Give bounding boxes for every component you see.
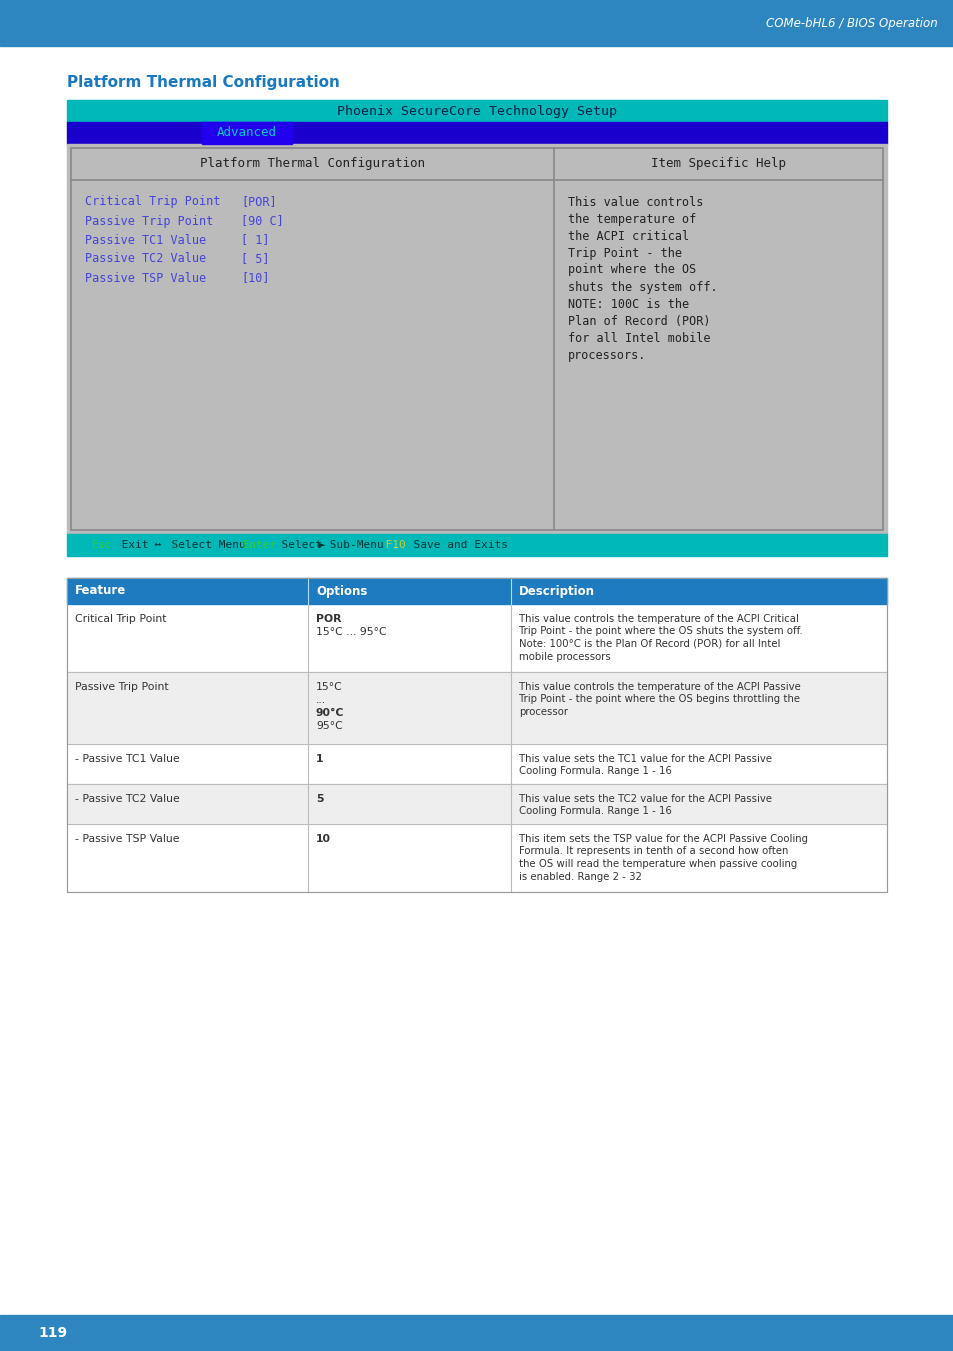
- Text: This value controls the temperature of the ACPI Critical: This value controls the temperature of t…: [518, 613, 798, 624]
- Text: Trip Point - the point where the OS shuts the system off.: Trip Point - the point where the OS shut…: [518, 627, 801, 636]
- Bar: [67, 145, 886, 534]
- Text: Trip Point - the point where the OS begins throttling the: Trip Point - the point where the OS begi…: [518, 694, 800, 704]
- Text: 15°C: 15°C: [315, 682, 342, 692]
- Text: Note: 100°C is the Plan Of Record (POR) for all Intel: Note: 100°C is the Plan Of Record (POR) …: [518, 639, 780, 648]
- Text: 15°C ... 95°C: 15°C ... 95°C: [315, 627, 386, 638]
- Text: Item Specific Help: Item Specific Help: [650, 158, 785, 170]
- Text: - Passive TSP Value: - Passive TSP Value: [75, 834, 179, 844]
- Bar: [67, 671, 886, 744]
- Text: Platform Thermal Configuration: Platform Thermal Configuration: [67, 74, 339, 89]
- Text: Select Menu: Select Menu: [158, 540, 246, 550]
- Text: is enabled. Range 2 - 32: is enabled. Range 2 - 32: [518, 871, 641, 881]
- Text: the temperature of: the temperature of: [567, 212, 696, 226]
- Text: Esc: Esc: [91, 540, 112, 550]
- Text: Critical Trip Point: Critical Trip Point: [75, 613, 167, 624]
- Text: ►: ►: [312, 540, 325, 550]
- Text: [ 5]: [ 5]: [241, 253, 269, 266]
- Bar: [67, 604, 886, 671]
- Text: 119: 119: [38, 1325, 67, 1340]
- Bar: [67, 122, 886, 145]
- Text: Save and Exits: Save and Exits: [399, 540, 507, 550]
- Bar: [67, 784, 886, 824]
- Text: Passive Trip Point: Passive Trip Point: [85, 215, 213, 227]
- Text: [POR]: [POR]: [241, 196, 276, 208]
- Text: POR: POR: [315, 613, 341, 624]
- Text: ...: ...: [315, 694, 326, 705]
- Bar: [67, 744, 886, 784]
- Text: This value controls: This value controls: [567, 196, 702, 208]
- Text: NOTE: 100C is the: NOTE: 100C is the: [567, 297, 688, 311]
- Text: [10]: [10]: [241, 272, 269, 285]
- Text: Formula. It represents in tenth of a second how often: Formula. It represents in tenth of a sec…: [518, 847, 787, 857]
- Text: processors.: processors.: [567, 349, 646, 362]
- Bar: [0, 0, 953, 46]
- Text: Options: Options: [315, 585, 367, 597]
- Text: This value sets the TC2 value for the ACPI Passive: This value sets the TC2 value for the AC…: [518, 794, 771, 804]
- Text: Passive TC2 Value: Passive TC2 Value: [85, 253, 206, 266]
- Text: Passive TSP Value: Passive TSP Value: [85, 272, 206, 285]
- Text: shuts the system off.: shuts the system off.: [567, 281, 717, 293]
- Text: Passive Trip Point: Passive Trip Point: [75, 682, 169, 692]
- Bar: [67, 534, 886, 557]
- Text: [ 1]: [ 1]: [241, 234, 269, 246]
- Text: 90°C: 90°C: [315, 708, 344, 717]
- Text: Trip Point - the: Trip Point - the: [567, 246, 681, 259]
- Text: the OS will read the temperature when passive cooling: the OS will read the temperature when pa…: [518, 859, 797, 869]
- Text: This item sets the TSP value for the ACPI Passive Cooling: This item sets the TSP value for the ACP…: [518, 834, 807, 844]
- Text: Exit: Exit: [109, 540, 149, 550]
- Text: ↔: ↔: [141, 540, 162, 550]
- Text: 5: 5: [315, 794, 323, 804]
- Text: Sub-Menu: Sub-Menu: [323, 540, 383, 550]
- Text: Enter: Enter: [230, 540, 276, 550]
- Text: Cooling Formula. Range 1 - 16: Cooling Formula. Range 1 - 16: [518, 766, 671, 777]
- Text: Cooling Formula. Range 1 - 16: Cooling Formula. Range 1 - 16: [518, 807, 671, 816]
- Text: Platform Thermal Configuration: Platform Thermal Configuration: [200, 158, 424, 170]
- Text: [90 C]: [90 C]: [241, 215, 283, 227]
- Text: COMe-bHL6 / BIOS Operation: COMe-bHL6 / BIOS Operation: [765, 16, 937, 30]
- Bar: [71, 149, 882, 530]
- Text: - Passive TC2 Value: - Passive TC2 Value: [75, 794, 179, 804]
- Text: Advanced: Advanced: [216, 127, 276, 139]
- Text: F10: F10: [372, 540, 406, 550]
- Text: Select: Select: [268, 540, 322, 550]
- Text: processor: processor: [518, 707, 567, 717]
- Text: the ACPI critical: the ACPI critical: [567, 230, 688, 242]
- Text: point where the OS: point where the OS: [567, 263, 696, 277]
- Bar: [0, 1315, 953, 1351]
- Text: for all Intel mobile: for all Intel mobile: [567, 331, 710, 345]
- Text: Description: Description: [518, 585, 595, 597]
- Text: 1: 1: [315, 754, 323, 765]
- Bar: [67, 100, 886, 122]
- Bar: [67, 824, 886, 892]
- Text: Phoenix SecureCore Technology Setup: Phoenix SecureCore Technology Setup: [336, 104, 617, 118]
- Text: mobile processors: mobile processors: [518, 651, 610, 662]
- Text: This value sets the TC1 value for the ACPI Passive: This value sets the TC1 value for the AC…: [518, 754, 771, 765]
- Text: Passive TC1 Value: Passive TC1 Value: [85, 234, 206, 246]
- Text: 95°C: 95°C: [315, 721, 342, 731]
- Bar: [67, 578, 886, 604]
- Text: Critical Trip Point: Critical Trip Point: [85, 196, 220, 208]
- Text: - Passive TC1 Value: - Passive TC1 Value: [75, 754, 179, 765]
- Text: This value controls the temperature of the ACPI Passive: This value controls the temperature of t…: [518, 682, 800, 692]
- Bar: [202, 122, 292, 145]
- Text: Plan of Record (POR): Plan of Record (POR): [567, 315, 710, 327]
- Text: 10: 10: [315, 834, 331, 844]
- Bar: [67, 578, 886, 892]
- Text: Feature: Feature: [75, 585, 126, 597]
